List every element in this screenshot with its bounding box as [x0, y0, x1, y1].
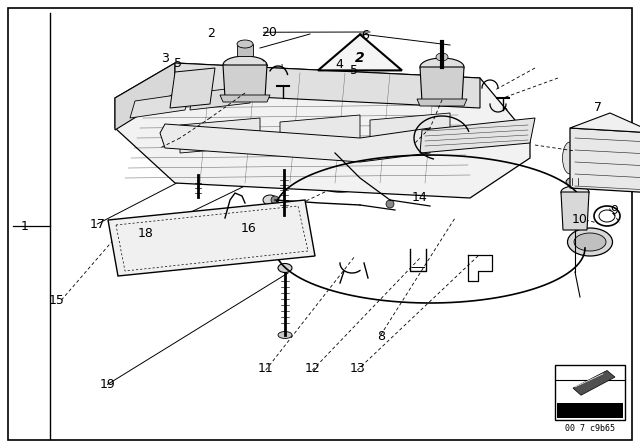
Polygon shape — [223, 65, 267, 98]
Text: 7: 7 — [595, 101, 602, 114]
Polygon shape — [108, 200, 315, 276]
Text: 00 7 c9b65: 00 7 c9b65 — [565, 423, 615, 432]
Ellipse shape — [279, 95, 287, 100]
Text: 2: 2 — [207, 27, 215, 40]
Text: 6: 6 — [361, 29, 369, 43]
Text: 1: 1 — [20, 220, 28, 233]
Polygon shape — [220, 95, 270, 102]
Bar — [557, 403, 623, 418]
Ellipse shape — [189, 226, 231, 250]
Ellipse shape — [420, 58, 464, 76]
Polygon shape — [115, 63, 530, 198]
Text: 2: 2 — [355, 51, 365, 65]
Ellipse shape — [182, 222, 237, 254]
Text: 19: 19 — [100, 378, 115, 391]
Text: 9: 9 — [611, 204, 618, 217]
Text: 18: 18 — [138, 227, 154, 241]
Polygon shape — [573, 370, 615, 395]
Ellipse shape — [499, 108, 507, 112]
Text: 4: 4 — [335, 58, 343, 72]
Ellipse shape — [237, 40, 253, 48]
Text: 5: 5 — [350, 64, 358, 77]
Ellipse shape — [194, 165, 206, 171]
Bar — [555, 365, 625, 420]
Polygon shape — [160, 124, 430, 162]
Text: 10: 10 — [572, 213, 587, 226]
Polygon shape — [280, 115, 360, 150]
Polygon shape — [115, 63, 175, 130]
Ellipse shape — [223, 56, 267, 74]
Polygon shape — [417, 99, 467, 106]
Text: 17: 17 — [90, 217, 105, 231]
Text: 8: 8 — [377, 330, 385, 344]
Polygon shape — [561, 192, 589, 230]
Polygon shape — [370, 113, 450, 148]
Polygon shape — [318, 34, 402, 70]
Bar — [237, 44, 253, 56]
Text: 14: 14 — [412, 190, 427, 204]
Ellipse shape — [561, 186, 589, 198]
Ellipse shape — [284, 161, 296, 167]
Ellipse shape — [192, 167, 204, 175]
Polygon shape — [130, 93, 190, 118]
Text: 13: 13 — [349, 362, 365, 375]
Ellipse shape — [220, 88, 270, 102]
Text: 12: 12 — [305, 362, 320, 375]
Ellipse shape — [278, 263, 292, 272]
Polygon shape — [175, 63, 480, 108]
Ellipse shape — [568, 228, 612, 256]
Text: 20: 20 — [261, 26, 276, 39]
Polygon shape — [190, 86, 252, 110]
Ellipse shape — [277, 160, 291, 169]
Polygon shape — [570, 113, 640, 133]
Ellipse shape — [574, 233, 606, 251]
Circle shape — [386, 200, 394, 208]
Circle shape — [271, 196, 279, 204]
Polygon shape — [170, 68, 215, 108]
Text: 3: 3 — [161, 52, 169, 65]
Ellipse shape — [234, 164, 246, 168]
Text: 11: 11 — [258, 362, 273, 375]
Ellipse shape — [384, 157, 396, 163]
Polygon shape — [420, 67, 464, 102]
Ellipse shape — [563, 142, 577, 174]
Polygon shape — [180, 118, 260, 153]
Text: 5: 5 — [174, 57, 182, 70]
Ellipse shape — [334, 159, 346, 164]
Ellipse shape — [278, 332, 292, 339]
Polygon shape — [420, 118, 535, 153]
Text: 15: 15 — [49, 293, 64, 307]
Ellipse shape — [263, 195, 277, 205]
Ellipse shape — [417, 92, 467, 106]
Ellipse shape — [566, 177, 584, 187]
Ellipse shape — [277, 211, 291, 219]
Polygon shape — [570, 128, 640, 193]
Text: 16: 16 — [241, 222, 256, 235]
Ellipse shape — [436, 53, 448, 61]
